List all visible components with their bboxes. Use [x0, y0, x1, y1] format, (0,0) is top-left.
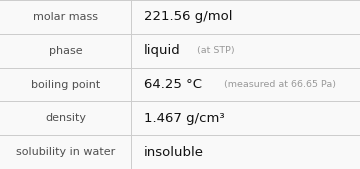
Text: liquid: liquid: [144, 44, 181, 57]
Text: insoluble: insoluble: [144, 146, 204, 159]
Text: (measured at 66.65 Pa): (measured at 66.65 Pa): [224, 80, 336, 89]
Text: solubility in water: solubility in water: [16, 147, 115, 157]
Text: phase: phase: [49, 46, 82, 56]
Text: molar mass: molar mass: [33, 12, 98, 22]
Text: 1.467 g/cm³: 1.467 g/cm³: [144, 112, 225, 125]
Text: boiling point: boiling point: [31, 79, 100, 90]
Text: 64.25 °C: 64.25 °C: [144, 78, 202, 91]
Text: density: density: [45, 113, 86, 123]
Text: (at STP): (at STP): [197, 46, 234, 55]
Text: 221.56 g/mol: 221.56 g/mol: [144, 10, 233, 23]
